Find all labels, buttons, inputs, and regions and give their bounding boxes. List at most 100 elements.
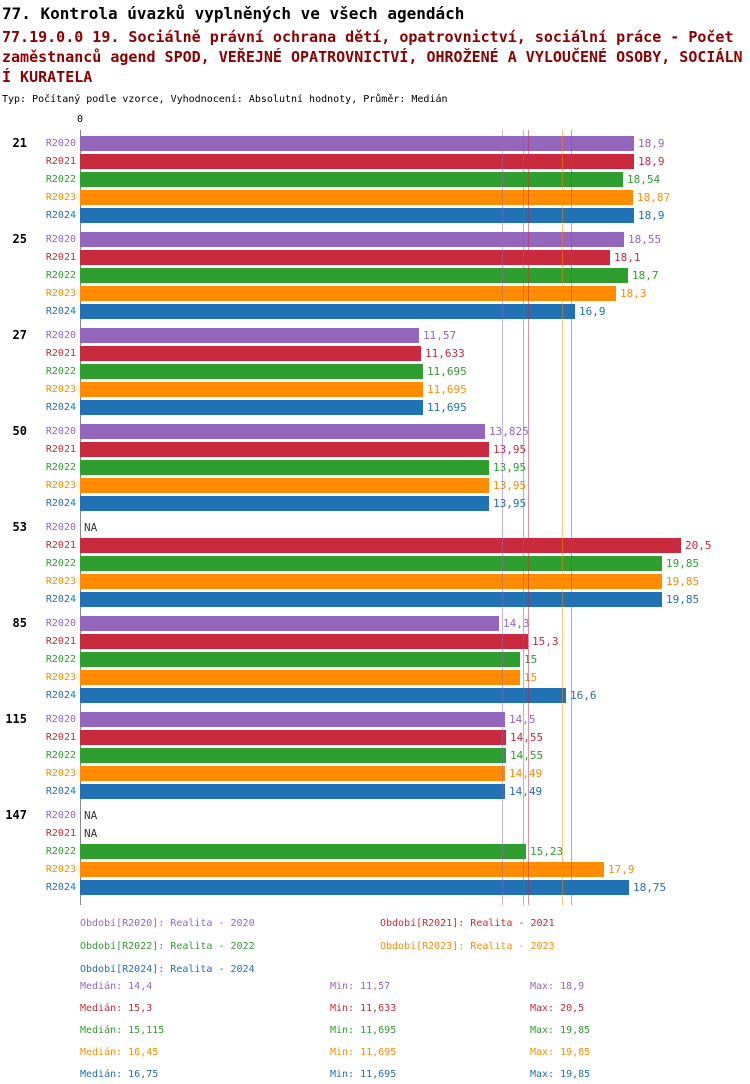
bar-value-label: 19,85 [666,575,700,588]
bar [80,496,489,511]
bar-value-label: 14,49 [509,785,543,798]
series-row-label: R2021 [45,156,76,167]
median-line [562,130,563,905]
stat-max: Max: 19,85 [530,1047,591,1058]
bar-value-label: 13,95 [493,443,527,456]
plot-area: 21 R2020 18,9 R2021 18,9 R2022 18,54 R2023 18,87… [0,112,750,912]
series-row-label: R2022 [45,558,76,569]
bar [80,574,662,589]
bar-value-label: 18,9 [638,137,665,150]
bar [80,670,520,685]
bar-value-label: 15,23 [530,845,564,858]
bar [80,634,528,649]
bar-value-label: 14,49 [509,767,543,780]
bar [80,712,505,727]
bar-value-label: 13,95 [493,497,527,510]
series-row-label: R2020 [45,810,76,821]
series-row-label: R2022 [45,750,76,761]
bar-value-label: 18,3 [620,287,647,300]
bar-value-label: 18,9 [638,209,665,222]
bar-value-label: 18,1 [614,251,641,264]
stat-min: Min: 11,695 [330,1025,397,1036]
x-axis-origin-label: 0 [76,114,84,125]
chart-meta-line: Typ: Počítaný podle vzorce, Vyhodnocení:… [2,94,448,105]
bar-value-label: 19,85 [666,593,700,606]
median-line [502,130,503,905]
chart-header: 77. Kontrola úvazků vyplněných ve všech … [2,4,748,106]
bar [80,304,575,319]
chart-stats: Medián: 14,4 Min: 11,57 Max: 18,9 Medián: 1… [0,976,750,1084]
stat-median: Medián: 15,3 [80,1003,153,1014]
series-row-label: R2022 [45,462,76,473]
group-label: 50 [12,424,27,438]
series-row-label: R2024 [45,402,76,413]
series-row-label: R2021 [45,732,76,743]
series-row-label: R2024 [45,786,76,797]
bar-value-label: 14,55 [510,749,544,762]
series-row-label: R2022 [45,270,76,281]
series-row-label: R2024 [45,882,76,893]
group-label: 25 [12,232,27,246]
bar [80,424,485,439]
bar [80,136,634,151]
bar-value-label: 18,75 [633,881,667,894]
bar [80,538,681,553]
bar-value-label: 13,95 [493,479,527,492]
group-label: 53 [12,520,27,534]
bar [80,232,624,247]
bar-value-label: 11,57 [423,329,457,342]
series-row-label: R2024 [45,210,76,221]
series-row-label: R2024 [45,498,76,509]
series-row-label: R2024 [45,594,76,605]
series-row-label: R2020 [45,234,76,245]
bar-value-label: 14,55 [510,731,544,744]
bar [80,172,623,187]
series-row-label: R2021 [45,828,76,839]
bar [80,286,616,301]
series-row-label: R2020 [45,618,76,629]
bar [80,730,506,745]
bar [80,862,604,877]
bar-value-label: 11,695 [427,383,467,396]
chart-legend: Období[R2020]: Realita - 2020 Období[R202… [0,912,750,976]
group-label: 115 [5,712,27,726]
group-label: 147 [5,808,27,822]
stat-max: Max: 19,85 [530,1069,591,1080]
series-row-label: R2021 [45,252,76,263]
bar [80,268,628,283]
series-row-label: R2023 [45,768,76,779]
bar [80,784,505,799]
bar [80,154,634,169]
bar-value-label: 15 [524,653,538,666]
series-row-label: R2024 [45,306,76,317]
na-value-label: NA [84,521,98,534]
bar [80,880,629,895]
bar-value-label: 18,9 [638,155,665,168]
series-row-label: R2022 [45,654,76,665]
series-row-label: R2023 [45,672,76,683]
bar-value-label: 16,9 [579,305,606,318]
stat-median: Medián: 14,4 [80,981,153,992]
bar-value-label: 11,633 [425,347,465,360]
stat-min: Min: 11,695 [330,1069,397,1080]
bar [80,616,499,631]
series-row-label: R2020 [45,714,76,725]
bar [80,844,526,859]
stat-min: Min: 11,633 [330,1003,397,1014]
legend-item: Období[R2021]: Realita - 2021 [380,918,555,929]
median-line [523,130,524,905]
bar-value-label: 18,7 [632,269,659,282]
legend-item: Období[R2024]: Realita - 2024 [80,964,255,975]
chart-title: 77. Kontrola úvazků vyplněných ve všech … [2,4,465,23]
bar [80,652,520,667]
legend-item: Období[R2022]: Realita - 2022 [80,941,255,952]
na-value-label: NA [84,809,98,822]
bar [80,442,489,457]
stat-median: Medián: 16,45 [80,1047,159,1058]
group-label: 21 [12,136,27,150]
chart-subtitle: 77.19.0.0 19. Sociálně právní ochrana dě… [2,28,743,86]
bar [80,328,419,343]
bar-value-label: 11,695 [427,365,467,378]
series-row-label: R2021 [45,444,76,455]
